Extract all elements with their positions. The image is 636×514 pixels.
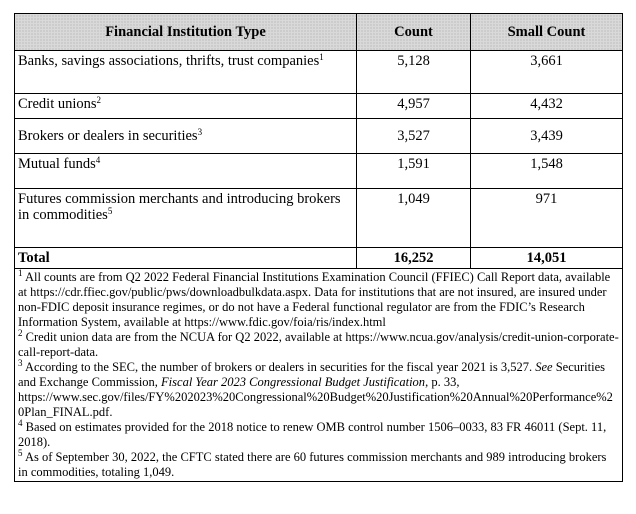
footnotes: 1 All counts are from Q2 2022 Federal Fi…: [14, 268, 623, 482]
footnote-row: 1 All counts are from Q2 2022 Federal Fi…: [14, 268, 623, 482]
header-row: Financial Institution Type Count Small C…: [14, 13, 623, 51]
footnote-marker: 5: [18, 448, 23, 458]
footnote-marker: 3: [18, 358, 23, 368]
note-marker: 2: [96, 95, 102, 105]
footnote-text: All counts are from Q2 2022 Federal Fina…: [18, 270, 611, 329]
total-label: Total: [14, 247, 357, 269]
footnote: 2 Credit union data are from the NCUA fo…: [18, 328, 619, 360]
total-count: 16,252: [356, 247, 471, 269]
label: Futures commission merchants and introdu…: [18, 191, 341, 223]
label-cell: Brokers or dealers in securities3: [14, 118, 357, 154]
total-row: Total 16,252 14,051: [14, 247, 623, 269]
footnote: 4 Based on estimates provided for the 20…: [18, 418, 619, 450]
row: Brokers or dealers in securities3 3,527 …: [14, 118, 623, 154]
label-cell: Credit unions2: [14, 93, 357, 119]
header-cell: Financial Institution Type: [14, 13, 357, 51]
footnote-marker: 4: [18, 418, 23, 428]
footnote-italic: Fiscal Year 2023 Congressional Budget Ju…: [161, 375, 426, 389]
footnote-text: Securities and Exchange Commission,: [18, 360, 605, 389]
label: Mutual funds: [18, 156, 96, 172]
note-marker: 3: [197, 127, 203, 137]
footnote-text: Credit union data are from the NCUA for …: [18, 330, 619, 359]
label: Credit unions: [18, 96, 97, 112]
small-count: 4,432: [470, 93, 623, 119]
small-count: 1,548: [470, 153, 623, 189]
header-cell: Count: [356, 13, 471, 51]
label-cell: Mutual funds4: [14, 153, 357, 189]
note-marker: 4: [95, 155, 101, 165]
row: Credit unions2 4,957 4,432: [14, 93, 623, 119]
count: 1,591: [356, 153, 471, 189]
count: 4,957: [356, 93, 471, 119]
label-cell: Banks, savings associations, thrifts, tr…: [14, 50, 357, 94]
small-count: 971: [470, 188, 623, 248]
small-count: 3,661: [470, 50, 623, 94]
footnote: 3 According to the SEC, the number of br…: [18, 358, 619, 420]
footnote-text: Based on estimates provided for the 2018…: [18, 420, 607, 449]
footnote: 5 As of September 30, 2022, the CFTC sta…: [18, 448, 619, 480]
footnote-marker: 2: [18, 328, 23, 338]
total-small-count: 14,051: [470, 247, 623, 269]
count: 1,049: [356, 188, 471, 248]
footnote: 1 All counts are from Q2 2022 Federal Fi…: [18, 268, 619, 330]
footnote-text: , p. 33, https://www.sec.gov/files/FY%20…: [18, 375, 613, 419]
label-cell: Futures commission merchants and introdu…: [14, 188, 357, 248]
institution-table: Financial Institution Type Count Small C…: [14, 13, 623, 482]
count: 5,128: [356, 50, 471, 94]
row: Futures commission merchants and introdu…: [14, 188, 623, 248]
small-count: 3,439: [470, 118, 623, 154]
label: Brokers or dealers in securities: [18, 128, 198, 144]
footnote-marker: 1: [18, 268, 23, 278]
count: 3,527: [356, 118, 471, 154]
footnote-text: According to the SEC, the number of brok…: [24, 360, 536, 374]
header-cell: Small Count: [470, 13, 623, 51]
row: Banks, savings associations, thrifts, tr…: [14, 50, 623, 94]
row: Mutual funds4 1,591 1,548: [14, 153, 623, 189]
note-marker: 1: [319, 52, 324, 62]
note-marker: 5: [107, 206, 113, 216]
label: Banks, savings associations, thrifts, tr…: [18, 53, 320, 69]
footnote-text: As of September 30, 2022, the CFTC state…: [18, 450, 607, 479]
footnote-italic: See: [535, 360, 553, 374]
